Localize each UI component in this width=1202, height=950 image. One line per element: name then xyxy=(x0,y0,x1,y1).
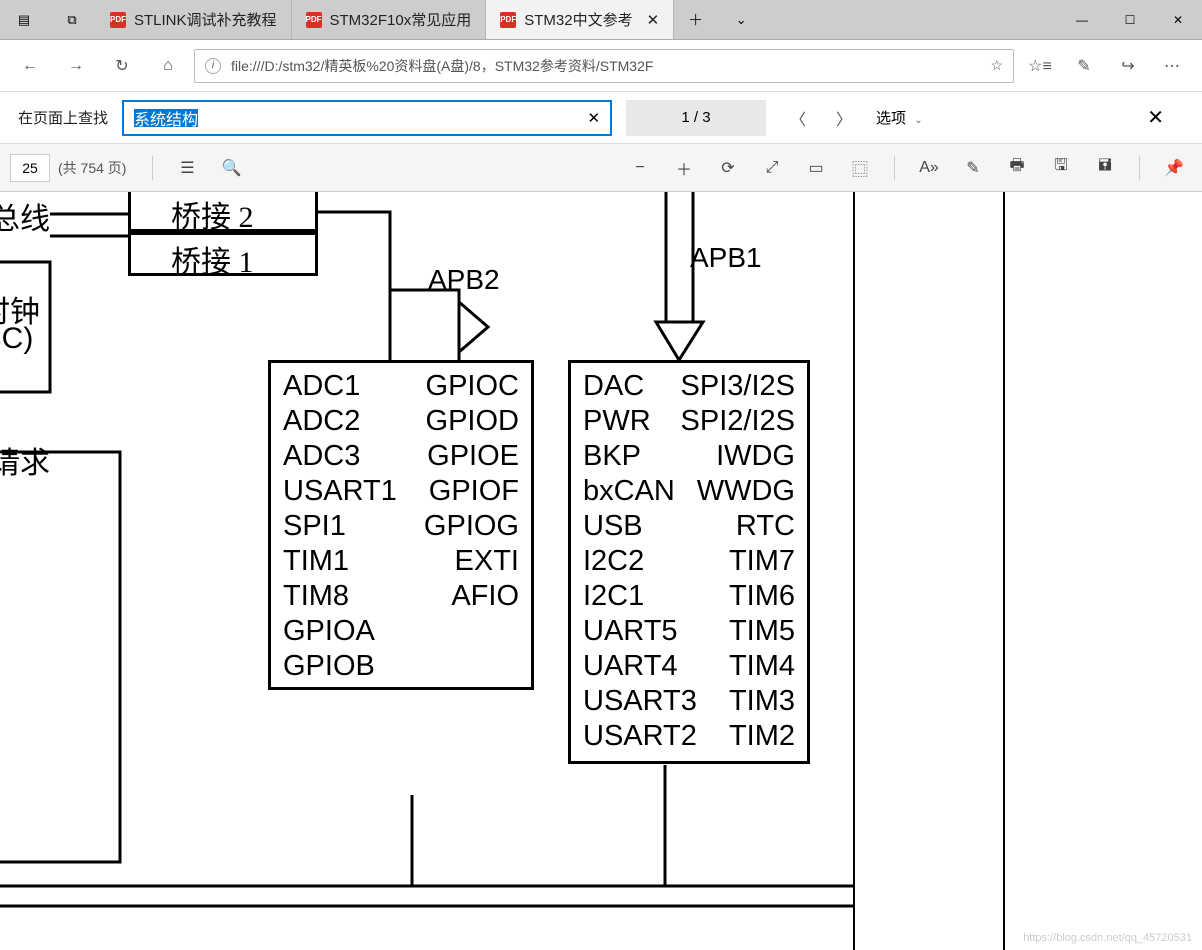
clock-label-2: CC) xyxy=(0,322,33,356)
maximize-button[interactable]: ☐ xyxy=(1106,0,1154,39)
refresh-button[interactable]: ↻ xyxy=(102,46,142,86)
apb1-col-right: SPI3/I2S SPI2/I2S IWDG WWDG RTC TIM7 TIM… xyxy=(681,369,795,754)
apb1-box: DAC PWR BKP bxCAN USB I2C2 I2C1 UART5 UA… xyxy=(568,360,810,764)
new-tab-button[interactable]: ＋ xyxy=(674,0,717,39)
save-icon[interactable]: 🖫 xyxy=(1043,150,1079,186)
fit-icon[interactable]: ⤢ xyxy=(754,150,790,186)
forward-button[interactable]: → xyxy=(56,46,96,86)
notes-icon[interactable]: ✎ xyxy=(1064,46,1104,86)
nav-bar: ← → ↻ ⌂ i file:///D:/stm32/精英板%20资料盘(A盘)… xyxy=(0,40,1202,92)
minimize-button[interactable]: — xyxy=(1058,0,1106,39)
zoom-out-icon[interactable]: − xyxy=(622,150,658,186)
pdf-icon: PDF xyxy=(110,12,126,28)
close-icon[interactable]: ✕ xyxy=(647,11,660,29)
read-aloud-icon[interactable]: A» xyxy=(911,150,947,186)
find-bar: 在页面上查找 ✕ 1 / 3 〈 〉 选项 ⌄ ✕ xyxy=(0,92,1202,144)
bridge2-label: 桥接 2 xyxy=(171,192,254,236)
find-prev-button[interactable]: 〈 xyxy=(780,100,816,136)
back-button[interactable]: ← xyxy=(10,46,50,86)
pdf-icon: PDF xyxy=(500,12,516,28)
favorite-icon[interactable]: ☆ xyxy=(990,57,1003,74)
options-label: 选项 xyxy=(876,110,906,127)
zoom-in-icon[interactable]: ＋ xyxy=(666,150,702,186)
tab-actions-icon[interactable]: ▤ xyxy=(0,0,48,39)
apb2-box: ADC1 ADC2 ADC3 USART1 SPI1 TIM1 TIM8 GPI… xyxy=(268,360,534,690)
tab-stm32f10x[interactable]: PDF STM32F10x常见应用 xyxy=(292,0,487,39)
outline-icon[interactable]: ☰ xyxy=(169,150,205,186)
pin-icon[interactable]: 📌 xyxy=(1156,150,1192,186)
print-icon[interactable]: 🖶 xyxy=(999,150,1035,186)
pdf-icon: PDF xyxy=(306,12,322,28)
tab-label: STM32中文参考 xyxy=(524,9,632,30)
apb2-col-right: GPIOC GPIOD GPIOE GPIOF GPIOG EXTI AFIO xyxy=(424,369,519,614)
bridge1-box: 桥接 1 xyxy=(128,232,318,276)
page-total: (共 754 页) xyxy=(58,158,126,178)
pdf-toolbar: (共 754 页) ☰ 🔍 − ＋ ⟳ ⤢ ▭ ⿴ A» ✎ 🖶 🖫 🖬 📌 xyxy=(0,144,1202,192)
request-label: 请求 xyxy=(0,438,50,482)
set-aside-icon[interactable]: ⧉ xyxy=(48,0,96,39)
bridge1-label: 桥接 1 xyxy=(171,237,254,281)
pdf-content: 桥接 2 桥接 1 总线 时钟 CC) 请求 APB2 APB1 ADC1 AD… xyxy=(0,192,1202,950)
find-close-button[interactable]: ✕ xyxy=(1127,105,1184,130)
reading-list-icon[interactable]: ☆≡ xyxy=(1020,46,1060,86)
draw-icon[interactable]: ✎ xyxy=(955,150,991,186)
find-options[interactable]: 选项 ⌄ xyxy=(876,107,923,128)
bridge2-box: 桥接 2 xyxy=(128,192,318,232)
tab-stm32-ref[interactable]: PDF STM32中文参考 ✕ xyxy=(486,0,674,39)
tab-overflow-icon[interactable]: ⌄ xyxy=(717,0,765,39)
window-close-button[interactable]: ✕ xyxy=(1154,0,1202,39)
bus-label: 总线 xyxy=(0,194,50,238)
watermark: https://blog.csdn.net/qq_45720531 xyxy=(1023,932,1192,944)
find-input[interactable] xyxy=(134,109,587,127)
find-input-wrap: ✕ xyxy=(122,100,612,136)
rotate-icon[interactable]: ⟳ xyxy=(710,150,746,186)
find-count: 1 / 3 xyxy=(626,100,766,136)
chevron-down-icon: ⌄ xyxy=(914,115,922,126)
tab-label: STLINK调试补充教程 xyxy=(134,9,277,30)
layout-icon[interactable]: ⿴ xyxy=(842,150,878,186)
save-as-icon[interactable]: 🖬 xyxy=(1087,150,1123,186)
address-bar[interactable]: i file:///D:/stm32/精英板%20资料盘(A盘)/8，STM32… xyxy=(194,49,1014,83)
search-icon[interactable]: 🔍 xyxy=(213,150,249,186)
tab-stlink[interactable]: PDF STLINK调试补充教程 xyxy=(96,0,292,39)
url-text: file:///D:/stm32/精英板%20资料盘(A盘)/8，STM32参考… xyxy=(231,56,653,76)
share-icon[interactable]: ↪ xyxy=(1108,46,1148,86)
clear-icon[interactable]: ✕ xyxy=(587,109,600,127)
apb1-label: APB1 xyxy=(690,242,762,274)
find-next-button[interactable]: 〉 xyxy=(826,100,862,136)
more-icon[interactable]: ⋯ xyxy=(1152,46,1192,86)
page-number-input[interactable] xyxy=(10,154,50,182)
home-button[interactable]: ⌂ xyxy=(148,46,188,86)
info-icon: i xyxy=(205,58,221,74)
tab-label: STM32F10x常见应用 xyxy=(330,9,472,30)
page-view-icon[interactable]: ▭ xyxy=(798,150,834,186)
tab-strip: ▤ ⧉ PDF STLINK调试补充教程 PDF STM32F10x常见应用 P… xyxy=(0,0,1202,40)
apb2-label: APB2 xyxy=(428,264,500,296)
find-label: 在页面上查找 xyxy=(18,107,108,128)
apb2-col-left: ADC1 ADC2 ADC3 USART1 SPI1 TIM1 TIM8 GPI… xyxy=(283,369,397,684)
